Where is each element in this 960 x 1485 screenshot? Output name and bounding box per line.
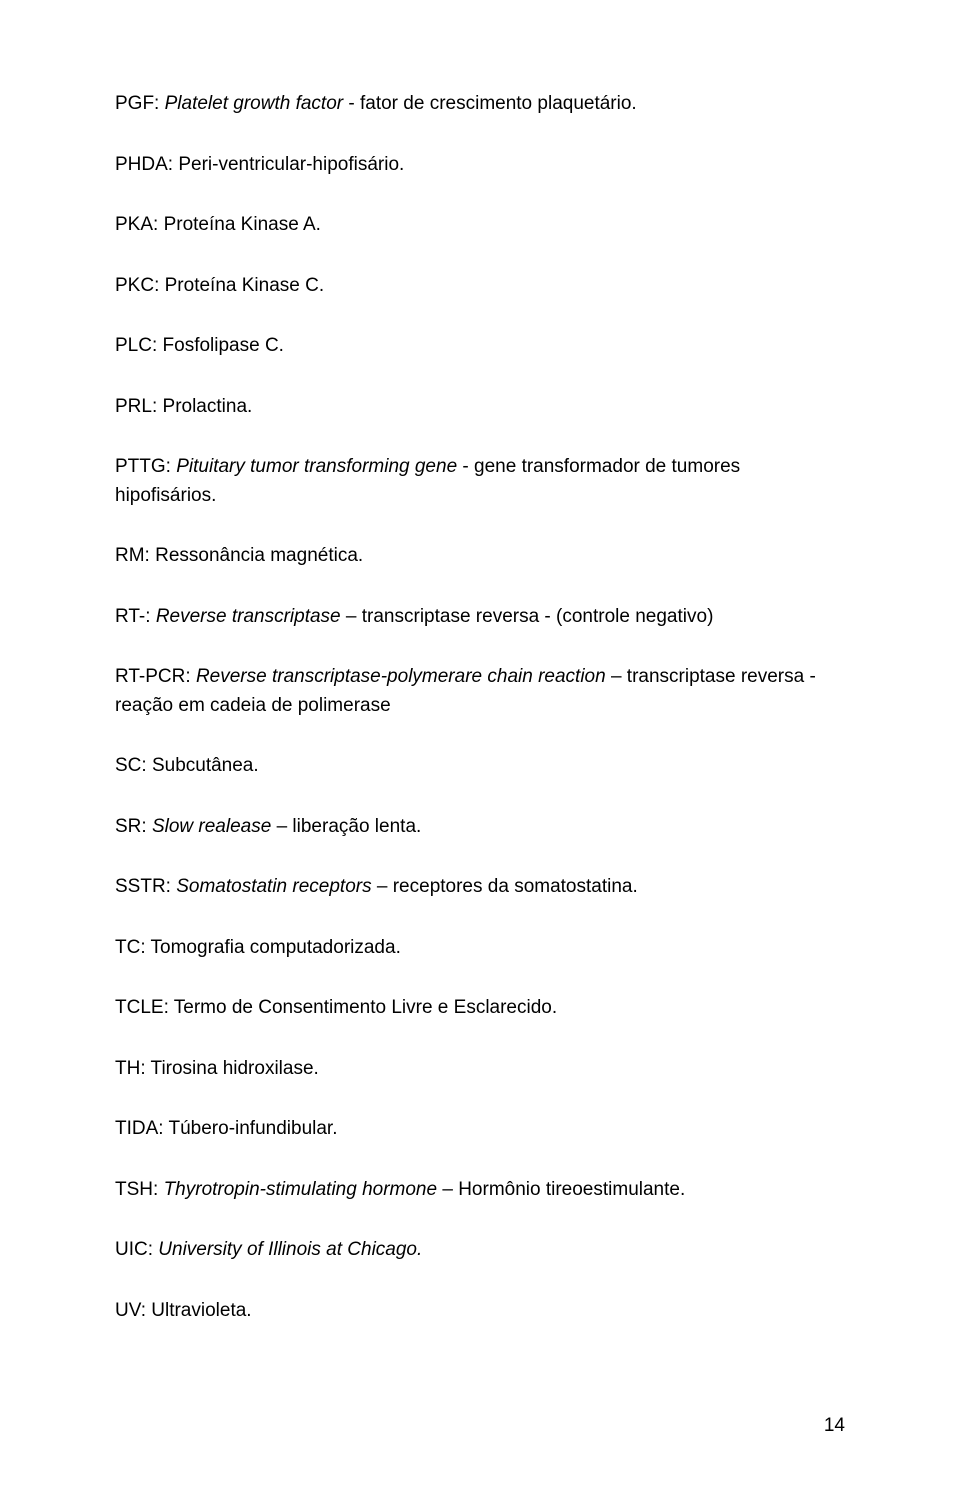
abbreviation-entry-phda: PHDA: Peri-ventricular-hipofisário. [115, 151, 845, 180]
entry-text-part: PGF: [115, 93, 165, 114]
entry-text-part: TH: Tirosina hidroxilase. [115, 1058, 319, 1079]
entry-text-part: TCLE: Termo de Consentimento Livre e Esc… [115, 997, 557, 1018]
entry-text-part: – liberação lenta. [271, 816, 421, 837]
entry-text-part: PKA: Proteína Kinase A. [115, 214, 321, 235]
entry-text-part: Reverse transcriptase-polymerare chain r… [196, 666, 606, 687]
entry-text-part: Platelet growth factor [165, 93, 343, 114]
abbreviation-entry-sr: SR: Slow realease – liberação lenta. [115, 813, 845, 842]
entry-text-part: UV: Ultravioleta. [115, 1300, 252, 1321]
entry-text-part: TSH: [115, 1179, 164, 1200]
entry-text-part: – receptores da somatostatina. [372, 876, 638, 897]
abbreviation-entry-tida: TIDA: Túbero-infundibular. [115, 1115, 845, 1144]
entry-text-part: TIDA: Túbero-infundibular. [115, 1118, 338, 1139]
entry-text-part: PRL: Prolactina. [115, 396, 252, 417]
entry-text-part: University of Illinois at Chicago. [158, 1239, 422, 1260]
entry-text-part: – transcriptase reversa - (controle nega… [341, 606, 714, 627]
abbreviation-entry-uic: UIC: University of Illinois at Chicago. [115, 1236, 845, 1265]
abbreviation-entry-prl: PRL: Prolactina. [115, 393, 845, 422]
abbreviation-entry-th: TH: Tirosina hidroxilase. [115, 1055, 845, 1084]
entry-text-part: UIC: [115, 1239, 158, 1260]
entry-text-part: SSTR: [115, 876, 176, 897]
entry-text-part: PKC: Proteína Kinase C. [115, 275, 324, 296]
entry-text-part: PTTG: [115, 456, 176, 477]
abbreviation-entry-tc: TC: Tomografia computadorizada. [115, 934, 845, 963]
entry-text-part: Reverse transcriptase [156, 606, 341, 627]
abbreviation-entry-pkc: PKC: Proteína Kinase C. [115, 272, 845, 301]
entry-text-part: Pituitary tumor transforming gene [176, 456, 457, 477]
abbreviation-list: PGF: Platelet growth factor - fator de c… [115, 90, 845, 1325]
abbreviation-entry-rm: RM: Ressonância magnética. [115, 542, 845, 571]
abbreviation-entry-pttg: PTTG: Pituitary tumor transforming gene … [115, 453, 845, 510]
abbreviation-entry-pka: PKA: Proteína Kinase A. [115, 211, 845, 240]
entry-text-part: PHDA: Peri-ventricular-hipofisário. [115, 154, 404, 175]
entry-text-part: RM: Ressonância magnética. [115, 545, 363, 566]
entry-text-part: – Hormônio tireoestimulante. [437, 1179, 685, 1200]
abbreviation-entry-pgf: PGF: Platelet growth factor - fator de c… [115, 90, 845, 119]
entry-text-part: RT-: [115, 606, 156, 627]
entry-text-part: - fator de crescimento plaquetário. [343, 93, 637, 114]
entry-text-part: TC: Tomografia computadorizada. [115, 937, 401, 958]
abbreviation-entry-uv: UV: Ultravioleta. [115, 1297, 845, 1326]
abbreviation-entry-tcle: TCLE: Termo de Consentimento Livre e Esc… [115, 994, 845, 1023]
abbreviation-entry-plc: PLC: Fosfolipase C. [115, 332, 845, 361]
entry-text-part: SC: Subcutânea. [115, 755, 259, 776]
entry-text-part: PLC: Fosfolipase C. [115, 335, 284, 356]
abbreviation-entry-sc: SC: Subcutânea. [115, 752, 845, 781]
entry-text-part: Somatostatin receptors [176, 876, 371, 897]
abbreviation-entry-rtpcr: RT-PCR: Reverse transcriptase-polymerare… [115, 663, 845, 720]
abbreviation-entry-rt: RT-: Reverse transcriptase – transcripta… [115, 603, 845, 632]
entry-text-part: Slow realease [152, 816, 271, 837]
abbreviation-entry-sstr: SSTR: Somatostatin receptors – receptore… [115, 873, 845, 902]
page-number: 14 [824, 1415, 845, 1437]
abbreviation-entry-tsh: TSH: Thyrotropin-stimulating hormone – H… [115, 1176, 845, 1205]
entry-text-part: Thyrotropin-stimulating hormone [164, 1179, 438, 1200]
entry-text-part: RT-PCR: [115, 666, 196, 687]
entry-text-part: SR: [115, 816, 152, 837]
